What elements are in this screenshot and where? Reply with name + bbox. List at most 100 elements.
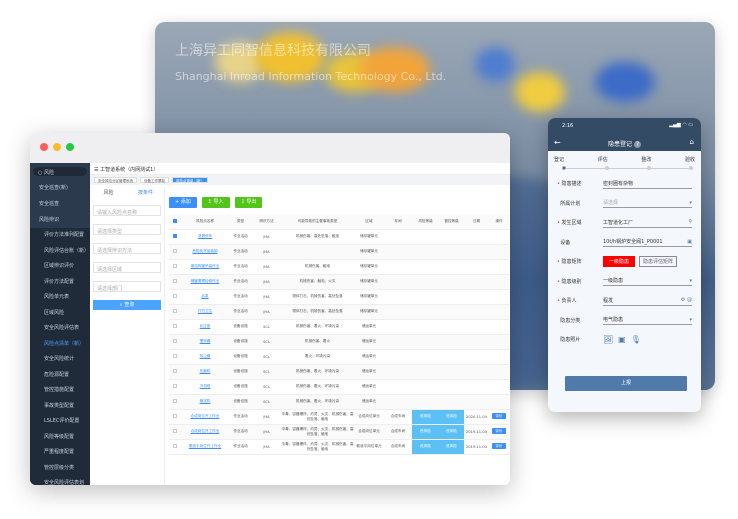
- sidebar-item[interactable]: 危险源配置: [30, 367, 90, 383]
- table-cell: [384, 259, 412, 275]
- sidebar-item[interactable]: 风险单元表: [30, 290, 90, 306]
- tab-risk[interactable]: 风险: [103, 190, 114, 196]
- microphone-icon[interactable]: 🎙: [630, 335, 641, 345]
- sidebar-item[interactable]: 安全风险评估表: [30, 321, 90, 337]
- filter-input[interactable]: 请选择区域: [93, 262, 161, 273]
- sidebar-item[interactable]: 风险辨识: [39, 217, 60, 223]
- row-checkbox[interactable]: [169, 379, 181, 395]
- row-checkbox[interactable]: [169, 334, 181, 350]
- field-input[interactable]: 一级隐患 ▾: [603, 276, 692, 287]
- dropdown-icon[interactable]: ▾: [689, 316, 692, 323]
- risk-point-link[interactable]: 合成岗位开工作业: [181, 409, 229, 425]
- sidebar-item[interactable]: 区域辨识评价: [30, 259, 90, 275]
- risk-point-link[interactable]: 钢结构罐吊装作业: [181, 259, 229, 275]
- sidebar-item[interactable]: 评价方法配置: [30, 274, 90, 290]
- row-checkbox[interactable]: [169, 274, 181, 290]
- row-checkbox[interactable]: [169, 289, 181, 305]
- close-button[interactable]: [40, 143, 48, 151]
- hazard-level-badge[interactable]: 一级隐患: [603, 256, 636, 268]
- filter-input[interactable]: 请选择类型: [93, 224, 161, 235]
- help-icon[interactable]: ?: [633, 141, 642, 148]
- home-icon[interactable]: ⌂: [689, 138, 694, 146]
- location-pin-icon[interactable]: ⚲: [688, 219, 692, 226]
- dropdown-icon[interactable]: ▾: [689, 277, 692, 284]
- risk-point-link[interactable]: 启泵: [181, 289, 229, 305]
- table-cell: 储存罐单元: [354, 289, 384, 305]
- query-button[interactable]: ⌕ 查询: [93, 300, 161, 310]
- risk-point-link[interactable]: 储罐清理检修作业: [181, 274, 229, 290]
- maximize-button[interactable]: [66, 143, 74, 151]
- sidebar-item[interactable]: 评价方法准列配置: [30, 228, 90, 244]
- sidebar-search[interactable]: ○ 风险: [33, 167, 87, 176]
- field-input[interactable]: 10t/h锅炉安全阀1_P0001 ▣: [603, 237, 692, 248]
- risk-point-link[interactable]: 氨液平岗位开工作业: [181, 439, 229, 455]
- evaluate-button[interactable]: 评价: [492, 443, 506, 449]
- risk-point-link[interactable]: 冷却塔: [181, 379, 229, 395]
- tab-item[interactable]: 设备工作票制: [140, 177, 169, 183]
- contact-icon[interactable]: ⚙ @: [680, 297, 692, 304]
- sidebar-item[interactable]: 管控层级分类: [30, 460, 90, 476]
- import-button[interactable]: ↥ 导入: [201, 197, 230, 208]
- row-checkbox[interactable]: [169, 244, 181, 260]
- add-image-icon[interactable]: 🖼: [603, 335, 614, 345]
- risk-point-link[interactable]: 反应釜: [181, 319, 229, 335]
- sidebar-item[interactable]: 风险等级配置: [30, 429, 90, 445]
- row-checkbox[interactable]: [169, 424, 181, 440]
- evaluate-button[interactable]: 评价: [492, 413, 506, 419]
- select-all-checkbox[interactable]: [169, 214, 181, 230]
- row-checkbox[interactable]: [169, 259, 181, 275]
- menu-icon[interactable]: ☰: [94, 167, 99, 173]
- risk-point-link[interactable]: 合成岗位开工作业: [181, 424, 229, 440]
- sidebar-item[interactable]: 安全风险评估表划: [30, 476, 90, 485]
- table-cell: [489, 394, 509, 410]
- row-checkbox[interactable]: [169, 364, 181, 380]
- risk-point-link[interactable]: 压缩机: [181, 364, 229, 380]
- field-input[interactable]: 请选择 ▾: [603, 198, 692, 209]
- row-checkbox[interactable]: [169, 409, 181, 425]
- step-label: 整改: [641, 157, 652, 163]
- risk-point-link[interactable]: 泄漏停车: [181, 229, 229, 245]
- add-button[interactable]: + 添加: [169, 197, 197, 208]
- sidebar-item[interactable]: 严重程度配置: [30, 445, 90, 461]
- submit-button[interactable]: 上报: [565, 376, 687, 391]
- sidebar-item[interactable]: 安全风险统计: [30, 352, 90, 368]
- risk-point-link[interactable]: 搅拌器: [181, 334, 229, 350]
- table-cell: 作业活动: [229, 304, 252, 320]
- minimize-button[interactable]: [53, 143, 61, 151]
- field-input[interactable]: 工智道化工厂 ⚲: [603, 218, 692, 228]
- sidebar-item[interactable]: 安全巡查: [39, 201, 60, 207]
- risk-point-link[interactable]: 打扫卫生: [181, 304, 229, 320]
- field-input[interactable]: 密封圈有杂物: [603, 179, 692, 189]
- dropdown-icon[interactable]: ▾: [689, 199, 692, 206]
- tab-item[interactable]: 风险点清单（新）: [172, 177, 208, 183]
- export-button[interactable]: ⇩ 导出: [234, 197, 263, 208]
- sidebar-item[interactable]: 事故类型配置: [30, 398, 90, 414]
- risk-point-link[interactable]: 危险化学品装卸: [181, 244, 229, 260]
- filter-input[interactable]: 请选择辨识方法: [93, 243, 161, 254]
- hazard-matrix-button[interactable]: 隐患评估矩阵: [639, 256, 678, 268]
- tab-by-condition[interactable]: 按条件: [137, 190, 153, 196]
- risk-point-link[interactable]: 除尘器: [181, 349, 229, 365]
- field-input[interactable]: 程发 ⚙ @: [603, 296, 692, 306]
- row-checkbox[interactable]: [169, 439, 181, 455]
- filter-input[interactable]: 请输入风险点名称: [93, 205, 161, 216]
- tab-item[interactable]: 安全风险分区管理系统: [94, 177, 137, 183]
- row-checkbox[interactable]: [169, 319, 181, 335]
- row-checkbox[interactable]: [169, 349, 181, 365]
- filter-input[interactable]: 请选择部门: [93, 281, 161, 292]
- row-checkbox[interactable]: [169, 394, 181, 410]
- field-input[interactable]: 电气隐患 ▾: [603, 315, 692, 326]
- camera-icon[interactable]: ▣: [618, 335, 626, 345]
- risk-point-link[interactable]: 输送机: [181, 394, 229, 410]
- sidebar-item[interactable]: LSLEC评价配置: [30, 414, 90, 430]
- row-checkbox[interactable]: [169, 229, 181, 245]
- sidebar-item[interactable]: 风险点清单（新）: [30, 336, 90, 352]
- sidebar-item[interactable]: 安全巡查(新): [39, 185, 68, 191]
- row-checkbox[interactable]: [169, 304, 181, 320]
- sidebar-item[interactable]: 区域风险: [30, 305, 90, 321]
- evaluate-button[interactable]: 评价: [492, 428, 506, 434]
- scan-icon[interactable]: ▣: [687, 238, 692, 245]
- back-arrow-icon[interactable]: ←: [554, 138, 561, 147]
- sidebar-item[interactable]: 管控措施配置: [30, 383, 90, 399]
- sidebar-item[interactable]: 风险评估台账（新）: [30, 243, 90, 259]
